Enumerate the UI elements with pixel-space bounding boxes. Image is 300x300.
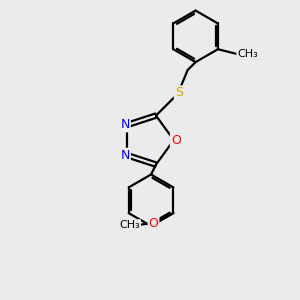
Text: N: N xyxy=(121,118,130,131)
Text: O: O xyxy=(171,134,181,147)
Text: CH₃: CH₃ xyxy=(119,220,140,230)
Text: CH₃: CH₃ xyxy=(237,49,258,59)
Text: S: S xyxy=(175,86,183,99)
Text: O: O xyxy=(148,217,158,230)
Text: N: N xyxy=(121,149,130,162)
